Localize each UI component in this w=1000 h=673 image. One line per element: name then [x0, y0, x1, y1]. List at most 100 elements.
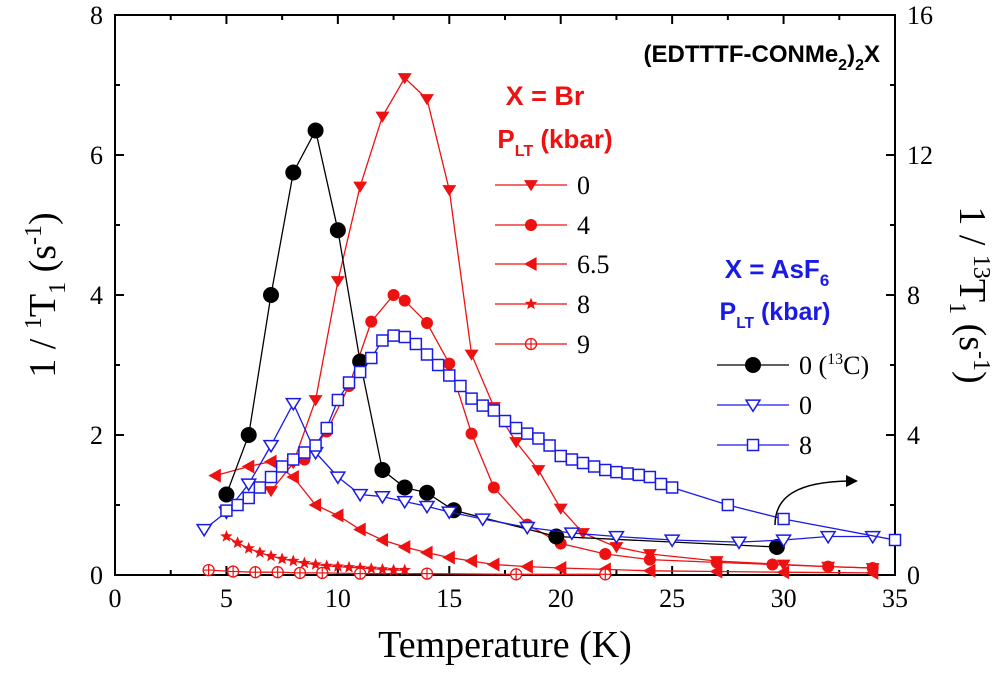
data-point: [397, 540, 411, 554]
data-point: [342, 376, 356, 389]
marker-shape: [766, 558, 779, 571]
marker-shape: [554, 449, 567, 463]
asf6-group-label: X = AsF6: [725, 254, 830, 290]
data-point: [474, 513, 492, 527]
marker-shape: [231, 536, 244, 549]
marker-shape: [396, 479, 413, 496]
marker-shape: [599, 463, 612, 477]
marker-shape: [365, 562, 378, 574]
data-point: [509, 421, 523, 435]
marker-shape: [474, 513, 492, 527]
marker-shape: [521, 427, 534, 440]
marker-shape: [721, 498, 735, 512]
data-point: [643, 553, 656, 566]
series-br-2: [208, 454, 879, 580]
data-point: [654, 477, 668, 491]
legend-item-br-0: 0: [495, 171, 590, 200]
data-point: [443, 369, 456, 382]
marker-shape: [518, 521, 536, 536]
marker-shape: [298, 446, 311, 459]
marker-shape: [632, 468, 645, 482]
data-point: [275, 460, 289, 473]
marker-shape: [421, 317, 433, 329]
data-point: [208, 468, 221, 483]
data-point: [220, 504, 233, 517]
legend-item-br-4: 9: [495, 330, 590, 359]
data-point: [865, 565, 879, 580]
marker-shape: [331, 393, 345, 407]
marker-shape: [663, 534, 681, 548]
data-point: [609, 542, 624, 554]
data-point: [465, 392, 478, 405]
data-point: [888, 533, 902, 547]
y-right-tick-label: 12: [907, 141, 933, 170]
legend-marker: [746, 438, 760, 452]
x-axis-label: Temperature (K): [378, 624, 632, 666]
data-point: [643, 470, 657, 484]
marker-shape: [342, 560, 356, 573]
data-point: [353, 181, 368, 193]
data-point: [509, 568, 523, 581]
data-point: [309, 439, 322, 452]
marker-shape: [643, 553, 656, 566]
legend: 0 4 6.5 8 9 0 (13C) 0 8: [495, 171, 869, 460]
marker-shape: [819, 530, 837, 545]
marker-shape: [443, 369, 456, 382]
x-tick-label: 30: [771, 584, 797, 613]
data-point: [263, 287, 279, 303]
data-point: [316, 566, 329, 580]
data-point: [375, 111, 390, 123]
series-br-3: [220, 530, 411, 576]
data-point: [710, 556, 723, 569]
marker-shape: [464, 349, 479, 361]
arrow-head: [846, 475, 858, 487]
data-point: [231, 498, 244, 512]
marker-shape: [342, 376, 356, 389]
marker-shape: [487, 481, 500, 494]
marker-shape: [531, 465, 546, 477]
data-point: [599, 568, 612, 581]
marker-shape: [509, 421, 523, 435]
data-point: [776, 565, 790, 580]
marker-shape: [240, 478, 258, 492]
data-point: [498, 414, 512, 428]
marker-shape: [264, 549, 278, 562]
y-right-axis-label: 1 / 13T1 (s-1): [944, 206, 994, 383]
marker-shape: [465, 427, 478, 440]
marker-shape: [365, 351, 378, 365]
y-right-tick-label: 0: [907, 561, 920, 590]
marker-shape: [307, 122, 324, 139]
marker-shape: [498, 414, 512, 428]
y-left-tick-label: 6: [90, 141, 103, 170]
marker-shape: [621, 467, 634, 480]
marker-shape: [608, 530, 625, 545]
legend-marker: [744, 399, 762, 413]
data-point: [365, 562, 378, 574]
y-left-tick-label: 0: [90, 561, 103, 590]
marker-shape: [284, 397, 302, 412]
marker-shape: [309, 439, 322, 452]
data-point: [365, 315, 378, 328]
data-point: [195, 523, 213, 538]
marker-shape: [710, 556, 723, 569]
legend-item-asf6-0: 0 (13C): [717, 351, 869, 380]
x-tick-label: 5: [220, 584, 233, 613]
marker-shape: [376, 562, 389, 575]
data-point: [486, 557, 500, 572]
marker-shape: [286, 470, 299, 484]
data-point: [548, 528, 565, 545]
data-point: [398, 563, 411, 576]
marker-shape: [532, 432, 545, 445]
data-point: [442, 550, 455, 565]
legend-marker: [745, 357, 761, 373]
series-line: [208, 569, 606, 575]
marker-shape: [397, 73, 412, 85]
y-left-tick-label: 8: [90, 1, 103, 30]
data-point: [298, 556, 311, 569]
data-point: [387, 563, 400, 576]
marker-shape: [665, 481, 679, 494]
marker-shape: [520, 559, 533, 574]
marker-shape: [777, 512, 790, 526]
data-point: [721, 498, 735, 512]
